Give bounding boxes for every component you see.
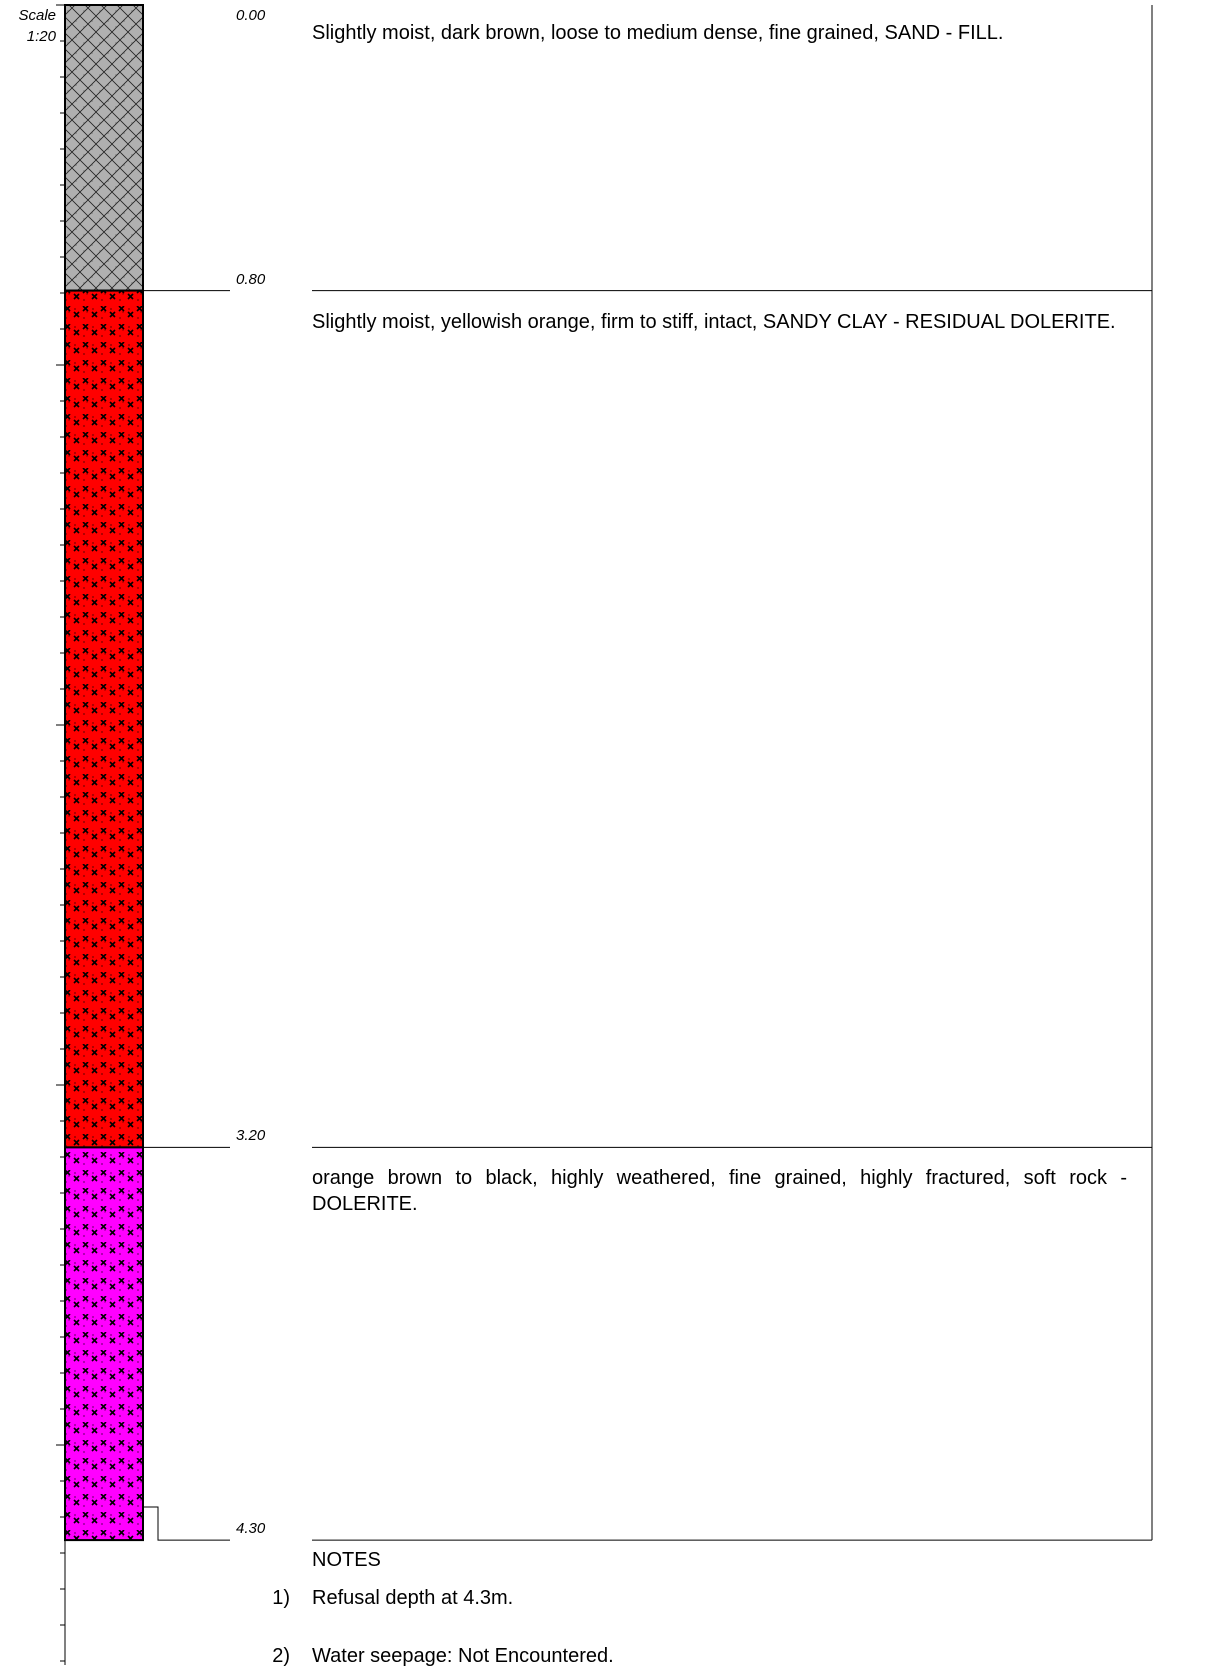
note-number: 2) <box>272 1645 290 1668</box>
depth-scale <box>56 4 66 1665</box>
depth-label: 0.00 <box>236 7 266 24</box>
stratum-crosses-red <box>64 289 144 1149</box>
layer-description: Slightly moist, yellowish orange, firm t… <box>312 310 1116 333</box>
depth-label: 0.80 <box>236 270 266 288</box>
notes-title: NOTES <box>312 1549 381 1572</box>
layer-description: orange brown to black, highly weathered,… <box>312 1167 1127 1216</box>
note-text: Refusal depth at 4.3m. <box>312 1587 514 1610</box>
scale-ratio: 1:20 <box>26 28 56 45</box>
stratum-crosses-magenta <box>64 1146 144 1542</box>
end-of-hole-leader <box>143 1506 230 1541</box>
scale-label: Scale <box>18 7 56 24</box>
note-number: 1) <box>272 1587 290 1610</box>
layer-boundaries <box>65 5 1153 1541</box>
end-depth-label: 4.30 <box>236 1520 266 1538</box>
depth-label: 3.20 <box>236 1127 266 1145</box>
layer-description: Slightly moist, dark brown, loose to med… <box>312 22 1004 44</box>
strata-column <box>64 4 144 1542</box>
note-text: Water seepage: Not Encountered. <box>312 1645 614 1668</box>
stratum-crosshatch-grey <box>64 4 144 292</box>
